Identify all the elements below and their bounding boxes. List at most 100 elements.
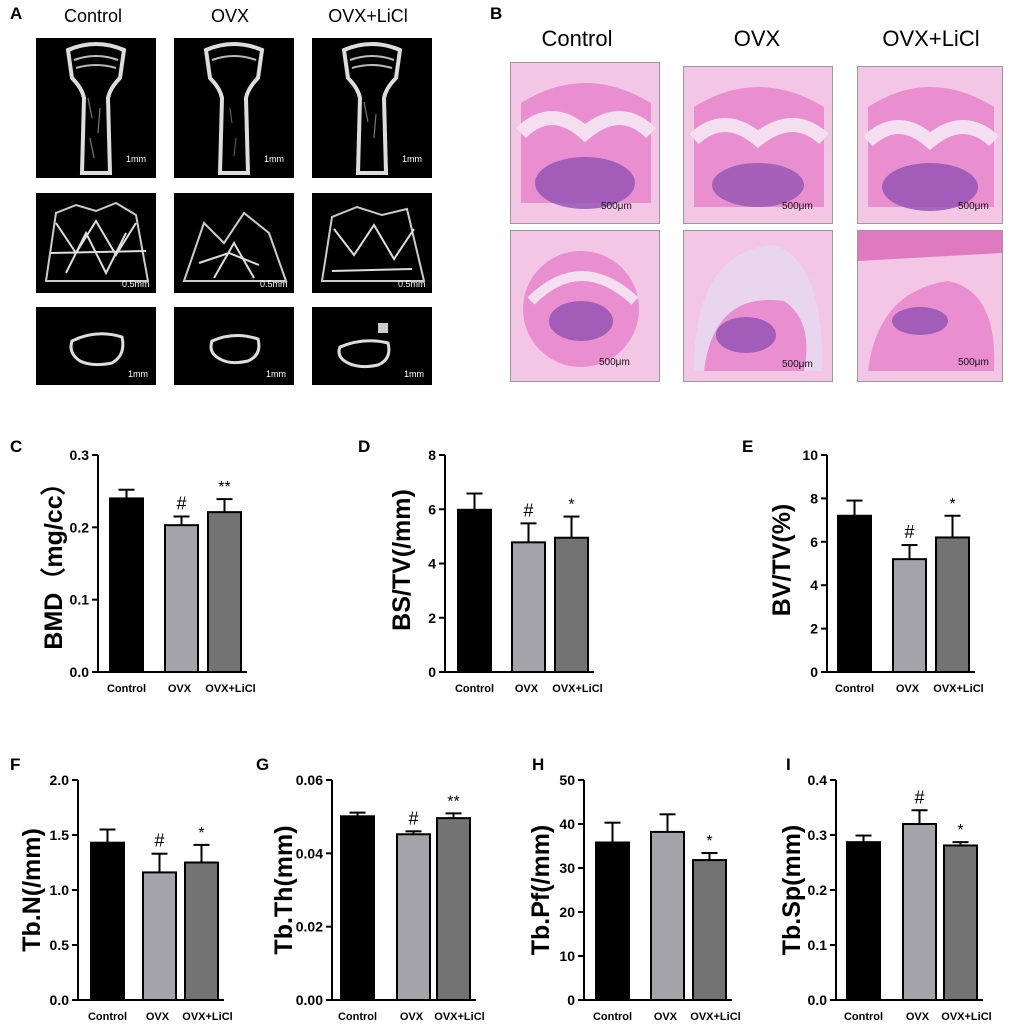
chart-f-category-label: OVX+LiCl bbox=[182, 1011, 232, 1023]
chart-f-ylabel: Tb.N(/mm) bbox=[18, 828, 46, 952]
trabecular-3d-drawing bbox=[44, 201, 150, 282]
chart-g-bar bbox=[340, 815, 375, 1001]
chart-c-bar bbox=[109, 497, 144, 673]
panel-a-label: A bbox=[10, 4, 23, 23]
chart-f-ytick-label: 1.0 bbox=[50, 882, 70, 898]
chart-e-category-label: OVX+LiCl bbox=[933, 683, 983, 695]
microct-3d-control: 0.5mm bbox=[36, 193, 156, 293]
scalebar-b1-ovx: 500μm bbox=[782, 201, 813, 212]
chart-i-category-label: Control bbox=[844, 1011, 883, 1023]
chart-f-bar bbox=[90, 841, 125, 1002]
microct-3d-ovx-licl: 0.5mm bbox=[312, 193, 432, 293]
chart-i-ytick-label: 0.4 bbox=[808, 772, 828, 788]
chart-h-bar bbox=[595, 841, 630, 1001]
he-row2-control: 500μm bbox=[510, 230, 660, 382]
chart-d-bar bbox=[554, 536, 589, 674]
chart-c-category-label: Control bbox=[107, 683, 146, 695]
chart-c-category-label: OVX+LiCl bbox=[205, 683, 255, 695]
chart-e-category-label: Control bbox=[835, 683, 874, 695]
microct-cross-ovx: 1mm bbox=[174, 307, 294, 385]
chart-d-ytick-label: 2 bbox=[428, 610, 436, 626]
chart-i-significance: * bbox=[957, 822, 963, 839]
chart-g-category-label: OVX bbox=[400, 1011, 424, 1023]
chart-g-significance: ** bbox=[447, 793, 459, 810]
chart-f-bar bbox=[142, 871, 177, 1002]
chart-g-ytick-label: 0.04 bbox=[296, 845, 323, 861]
chart-f-significance: * bbox=[198, 825, 204, 842]
chart-d-significance: # bbox=[523, 500, 533, 520]
scalebar-a3-control: 1mm bbox=[128, 369, 148, 379]
chart-c-significance: ** bbox=[218, 479, 230, 496]
panel-e-label: E bbox=[742, 437, 753, 456]
chart-g-bar bbox=[436, 817, 471, 1002]
cross-section-drawing bbox=[209, 334, 261, 365]
cross-section-drawing bbox=[69, 332, 125, 367]
chart-c-ytick-label: 0.2 bbox=[70, 519, 90, 535]
chart-h-ytick-label: 50 bbox=[559, 772, 575, 788]
femur-longitudinal-drawing bbox=[203, 42, 265, 175]
panel-c-label: C bbox=[10, 437, 22, 456]
chart-e-ytick-label: 8 bbox=[810, 490, 818, 506]
chart-d-category-label: Control bbox=[455, 683, 494, 695]
chart-i-ytick-label: 0.3 bbox=[808, 827, 828, 843]
microct-longitudinal-ovx: 1mm bbox=[174, 38, 294, 178]
chart-d-ytick-label: 0 bbox=[428, 664, 436, 680]
chart-h-ylabel: Tb.Pf(/mm) bbox=[527, 825, 555, 956]
panel-a-col-ovx: OVX bbox=[210, 6, 249, 26]
chart-e-bar bbox=[892, 558, 927, 673]
chart-h-ytick-label: 20 bbox=[559, 904, 575, 920]
chart-i-ylabel: Tb.Sp(mm) bbox=[778, 825, 806, 956]
chart-f-ytick-label: 1.5 bbox=[50, 827, 70, 843]
he-tissue-drawing bbox=[858, 67, 1002, 223]
chart-d-ytick-label: 6 bbox=[428, 501, 436, 517]
chart-d-category-label: OVX+LiCl bbox=[552, 683, 602, 695]
panel-d-label: D bbox=[358, 437, 370, 456]
chart-d-significance: * bbox=[568, 497, 574, 514]
scalebar-a3-ovx: 1mm bbox=[266, 369, 286, 379]
chart-h-category-label: OVX+LiCl bbox=[690, 1011, 740, 1023]
scalebar-b2-ovx: 500μm bbox=[782, 359, 813, 370]
chart-f-significance: # bbox=[154, 831, 164, 851]
chart-e-ytick-label: 4 bbox=[810, 577, 818, 593]
chart-d-category-label: OVX bbox=[515, 683, 539, 695]
chart-c-bar bbox=[207, 511, 242, 673]
chart-f-ytick-label: 0.0 bbox=[50, 992, 70, 1008]
he-row1-control: 500μm bbox=[510, 62, 660, 224]
chart-e-ylabel: BV/TV(%) bbox=[768, 504, 796, 617]
panel-a-col-ovx-licl: OVX+LiCl bbox=[328, 6, 408, 26]
scalebar-a2-ovx-licl: 0.5mm bbox=[398, 279, 426, 289]
chart-e-ytick-label: 10 bbox=[802, 447, 818, 463]
femur-longitudinal-drawing bbox=[65, 42, 127, 175]
chart-i-category-label: OVX bbox=[906, 1011, 930, 1023]
chart-g-ytick-label: 0.06 bbox=[296, 772, 323, 788]
chart-d-ytick-label: 4 bbox=[428, 556, 436, 572]
scalebar-a2-control: 0.5mm bbox=[122, 279, 150, 289]
chart-i-bar bbox=[902, 823, 937, 1001]
chart-c-ytick-label: 0.0 bbox=[70, 664, 90, 680]
microct-cross-control: 1mm bbox=[36, 307, 156, 385]
chart-g-ylabel: Tb.Th(mm) bbox=[270, 825, 298, 954]
microct-longitudinal-ovx-licl: 1mm bbox=[312, 38, 432, 178]
panel-a-col-control: Control bbox=[63, 6, 123, 26]
scalebar-a3-ovx-licl: 1mm bbox=[404, 369, 424, 379]
chart-e-ytick-label: 0 bbox=[810, 664, 818, 680]
scalebar-b2-ovx-licl: 500μm bbox=[958, 357, 989, 368]
chart-g-significance: # bbox=[408, 808, 418, 828]
chart-h-ytick-label: 40 bbox=[559, 816, 575, 832]
trabecular-3d-drawing bbox=[182, 211, 288, 282]
chart-e-category-label: OVX bbox=[896, 683, 920, 695]
chart-g-category-label: OVX+LiCl bbox=[434, 1011, 484, 1023]
microct-cross-ovx-licl: 1mm bbox=[312, 307, 432, 385]
chart-h-ytick-label: 0 bbox=[567, 992, 575, 1008]
scalebar-b1-ovx-licl: 500μm bbox=[958, 201, 989, 212]
chart-g-ytick-label: 0.00 bbox=[296, 992, 323, 1008]
chart-g-ytick-label: 0.02 bbox=[296, 919, 323, 935]
chart-f-category-label: OVX bbox=[146, 1011, 170, 1023]
chart-c-ytick-label: 0.1 bbox=[70, 592, 90, 608]
panel-i-label: I bbox=[786, 755, 791, 774]
panel-b-col-ovx-licl: OVX+LiCl bbox=[882, 26, 980, 51]
scalebar-b1-control: 500μm bbox=[601, 201, 632, 212]
chart-i-bar bbox=[943, 844, 978, 1002]
chart-c-ytick-label: 0.3 bbox=[70, 447, 90, 463]
